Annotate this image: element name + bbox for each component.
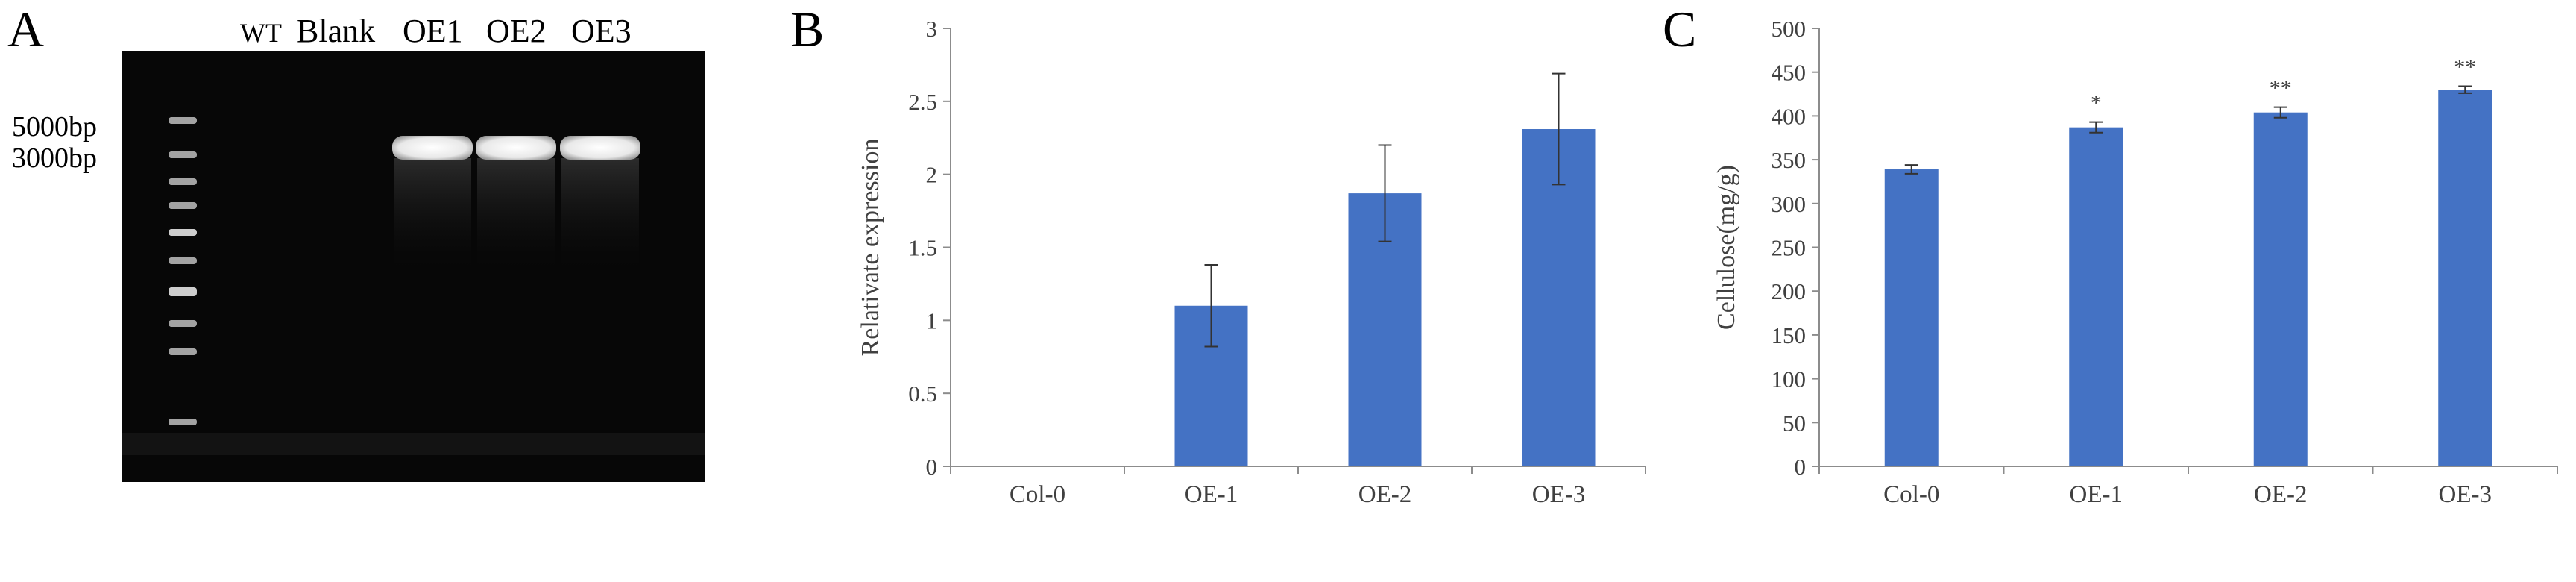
chart-c-y-tick-label: 100 — [1772, 366, 1807, 392]
ladder-band — [169, 287, 197, 296]
chart-c-bar — [2069, 127, 2123, 467]
chart-c-significance-mark: * — [2091, 91, 2102, 116]
lane-smear — [561, 158, 639, 270]
chart-c-x-tick-label: OE-3 — [2439, 481, 2492, 508]
chart-c-bar — [1884, 169, 1939, 467]
lane-smear — [477, 158, 555, 270]
lane-label-oe3: OE3 — [571, 13, 632, 49]
sample-band — [476, 136, 556, 160]
chart-c-y-tick-label: 450 — [1772, 60, 1807, 86]
gel-bottom-glow — [122, 433, 705, 455]
chart-c-x-tick-label: OE-1 — [2070, 481, 2123, 508]
chart-c-y-tick-label: 250 — [1772, 235, 1807, 261]
chart-c: 0 50 100 150 200 250 300 350 400 450 500 Cellulose(… — [1713, 16, 2558, 508]
ladder-band — [169, 320, 197, 327]
chart-c-y-tick-label: 500 — [1772, 16, 1807, 42]
chart-c-x-tick-label: OE-2 — [2254, 481, 2307, 508]
chart-b-x-tick-label: OE-1 — [1185, 481, 1238, 508]
ladder-band — [169, 178, 197, 185]
chart-c-significance-mark: ** — [2454, 54, 2476, 79]
sample-bands — [392, 136, 640, 270]
sample-band — [560, 136, 640, 160]
panel-c: C 0 50 100 150 200 250 300 350 400 450 500 Cellulos… — [1663, 1, 2558, 508]
lane-label-oe1: OE1 — [403, 13, 463, 49]
ladder-band — [169, 229, 197, 236]
lane-label-blank: Blank — [297, 13, 375, 49]
chart-b: 0 0.5 1 1.5 2 2.5 3 Relativate expression Col-0 O… — [857, 16, 1646, 508]
marker-label-3000bp: 3000bp — [12, 143, 97, 174]
marker-label-5000bp: 5000bp — [12, 111, 97, 143]
panel-a-letter: A — [7, 1, 44, 57]
chart-c-y-tick-label: 150 — [1772, 322, 1807, 348]
chart-c-y-tick-label: 0 — [1795, 454, 1807, 480]
ladder-band — [169, 348, 197, 355]
sample-band — [392, 136, 473, 160]
panel-b-letter: B — [790, 1, 824, 57]
chart-b-x-tick-label: OE-3 — [1532, 481, 1585, 508]
chart-c-significance-mark: ** — [2270, 76, 2292, 101]
panel-a: A WT Blank OE1 OE2 OE3 5000bp 3000bp — [7, 1, 705, 482]
chart-b-y-tick-label: 2.5 — [908, 89, 937, 115]
panel-c-letter: C — [1663, 1, 1696, 57]
chart-c-y-tick-label: 350 — [1772, 147, 1807, 173]
chart-c-bar — [2438, 90, 2492, 467]
ladder-band — [169, 419, 197, 425]
lane-label-oe2: OE2 — [486, 13, 547, 49]
chart-b-y-tick-label: 3 — [926, 16, 938, 42]
ladder-band — [169, 117, 197, 124]
chart-c-bar — [2253, 112, 2308, 467]
ladder-band — [169, 257, 197, 264]
chart-b-y-tick-label: 2 — [926, 162, 938, 188]
chart-c-x-tick-label: Col-0 — [1883, 481, 1939, 508]
chart-c-y-tick-label: 50 — [1783, 410, 1806, 436]
ladder-band — [169, 202, 197, 209]
chart-b-y-tick-label: 0 — [926, 454, 938, 480]
chart-c-y-tick-label: 400 — [1772, 103, 1807, 129]
chart-c-y-tick-label: 200 — [1772, 278, 1807, 304]
chart-b-y-tick-label: 1.5 — [908, 235, 937, 261]
chart-b-x-tick-label: OE-2 — [1358, 481, 1411, 508]
chart-b-y-tick-label: 0.5 — [908, 381, 937, 407]
chart-b-y-tick-label: 1 — [926, 307, 938, 334]
ladder-band — [169, 151, 197, 158]
chart-b-x-tick-label: Col-0 — [1010, 481, 1065, 508]
lane-label-wt: WT — [240, 18, 282, 48]
panel-b: B 0 0.5 1 1.5 2 2.5 3 Relativate expression Col-… — [790, 1, 1646, 508]
lane-smear — [394, 158, 471, 270]
chart-c-y-axis-label: Cellulose(mg/g) — [1713, 165, 1740, 330]
ladder-lane — [169, 117, 197, 425]
chart-b-y-axis-label: Relativate expression — [857, 139, 884, 357]
chart-c-y-tick-label: 300 — [1772, 191, 1807, 217]
